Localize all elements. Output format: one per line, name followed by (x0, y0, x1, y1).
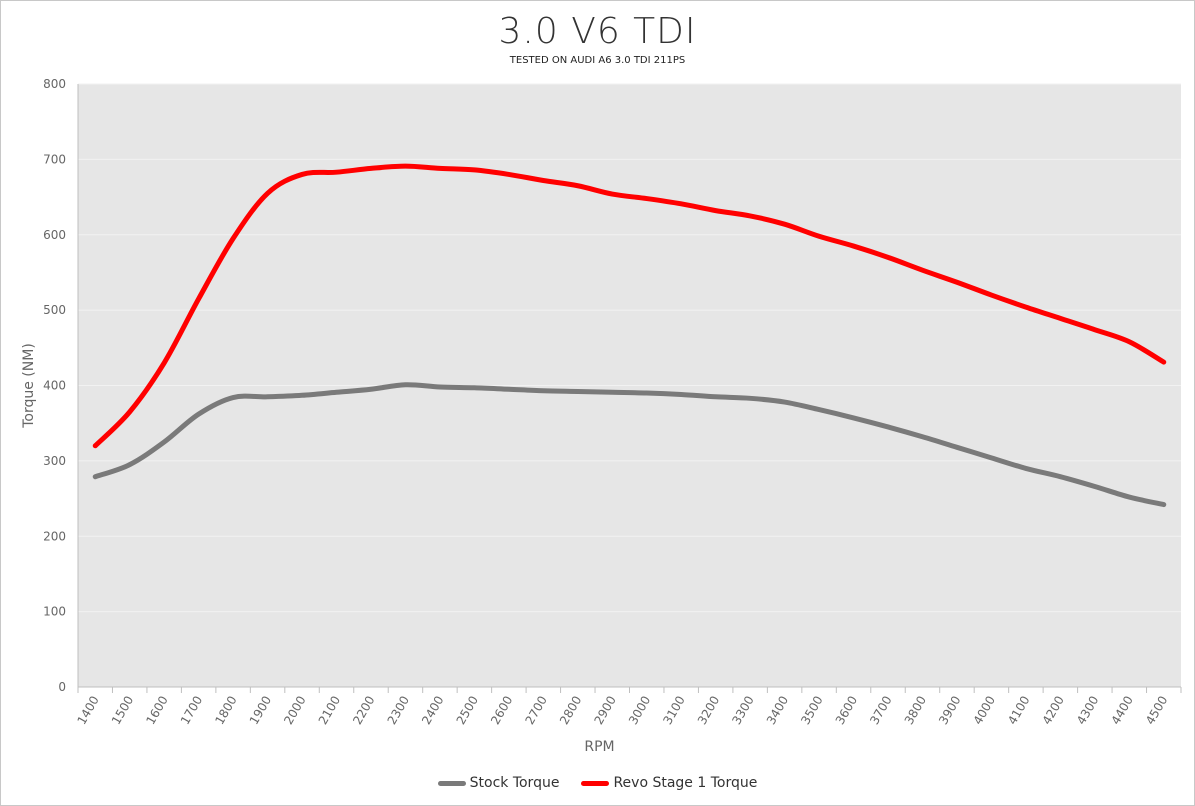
x-tick-label: 3100 (660, 694, 687, 727)
x-tick-label: 2800 (557, 694, 584, 727)
x-tick-label: 2900 (591, 694, 618, 727)
x-tick-label: 3500 (798, 694, 825, 727)
x-tick-label: 4200 (1040, 694, 1067, 727)
legend-label-stock: Stock Torque (469, 775, 560, 791)
x-tick-label: 2100 (316, 694, 343, 727)
y-tick-label: 0 (58, 680, 66, 694)
y-tick-label: 300 (43, 454, 66, 468)
x-tick-label: 2400 (419, 694, 446, 727)
x-tick-label: 4400 (1108, 694, 1135, 727)
x-tick-label: 1900 (247, 694, 274, 727)
y-tick-label: 800 (43, 77, 66, 91)
x-tick-label: 3000 (626, 694, 653, 727)
x-tick-label: 1400 (74, 694, 101, 727)
x-tick-label: 4000 (971, 694, 998, 727)
x-tick-label: 3800 (902, 694, 929, 727)
y-tick-label: 700 (43, 152, 66, 166)
x-tick-label: 4300 (1074, 694, 1101, 727)
x-tick-label: 3700 (867, 694, 894, 727)
x-tick-label: 4500 (1143, 694, 1170, 727)
x-tick-label: 2500 (454, 694, 481, 727)
x-tick-label: 3200 (695, 694, 722, 727)
y-tick-label: 500 (43, 303, 66, 317)
y-tick-label: 100 (43, 605, 66, 619)
legend-swatch-revo (581, 780, 610, 786)
x-tick-label: 2000 (281, 694, 308, 727)
x-axis-label: RPM (584, 739, 614, 755)
legend: Stock Torque Revo Stage 1 Torque (1, 775, 1194, 791)
x-tick-label: 2300 (385, 694, 412, 727)
chart-subtitle: TESTED ON AUDI A6 3.0 TDI 211PS (509, 55, 686, 66)
y-tick-label: 400 (43, 379, 66, 393)
x-tick-label: 1600 (143, 694, 170, 727)
x-tick-label: 1700 (178, 694, 205, 727)
series-line-stock (92, 382, 1167, 508)
legend-item-stock: Stock Torque (437, 775, 560, 791)
legend-label-revo: Revo Stage 1 Torque (613, 775, 758, 791)
x-tick-label: 1800 (212, 694, 239, 727)
y-axis-label: Torque (NM) (21, 343, 37, 429)
x-tick-label: 1500 (109, 694, 136, 727)
y-tick-label: 200 (43, 529, 66, 543)
y-tick-label: 600 (43, 228, 66, 242)
x-tick-label: 3300 (729, 694, 756, 727)
legend-item-revo: Revo Stage 1 Torque (581, 775, 757, 791)
legend-swatch-stock (437, 780, 466, 786)
chart-title: 3.0 V6 TDI (498, 11, 697, 52)
x-tick-label: 2200 (350, 694, 377, 727)
x-tick-label: 3900 (936, 694, 963, 727)
x-tick-label: 4100 (1005, 694, 1032, 727)
x-tick-label: 3400 (764, 694, 791, 727)
x-tick-label: 2700 (523, 694, 550, 727)
x-tick-label: 2600 (488, 694, 515, 727)
x-tick-label: 3600 (833, 694, 860, 727)
